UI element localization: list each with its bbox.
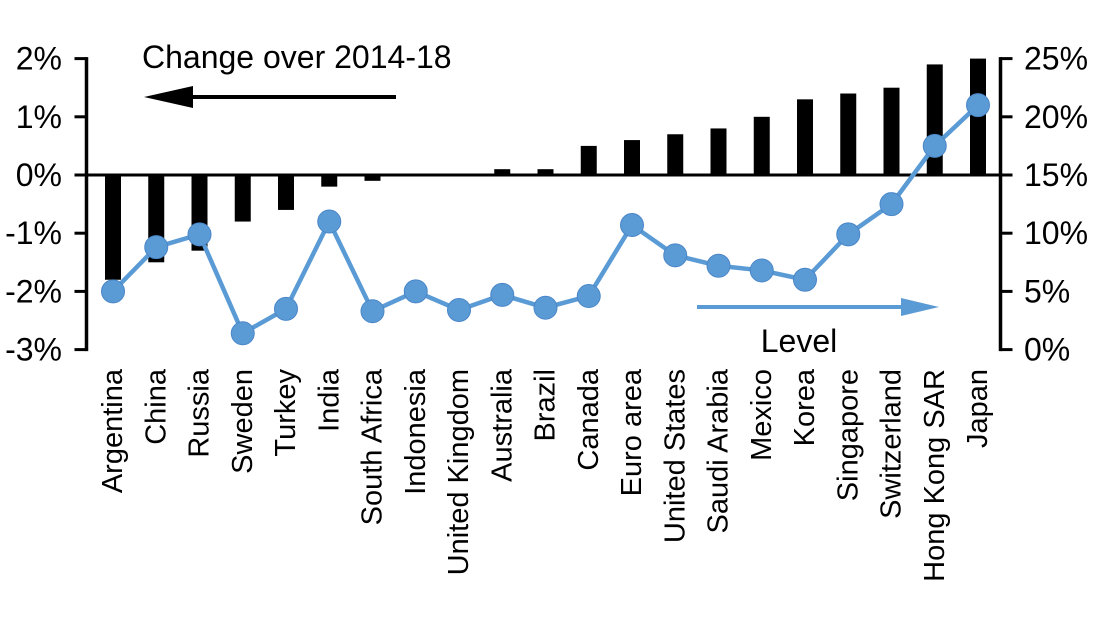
bar-canada [580,145,597,175]
bar-turkey [278,175,294,210]
category-label-singapore: Singapore [832,369,864,501]
y-axis-right-label: 20% [1024,99,1088,135]
category-label-switzerland: Switzerland [876,369,908,519]
bar-singapore [840,93,857,175]
level-marker-united-states [663,243,688,268]
y-axis-left-label: 0% [16,157,62,193]
level-marker-india [317,209,342,234]
level-marker-indonesia [403,279,428,304]
category-label-sweden: Sweden [227,369,259,474]
level-marker-argentina [101,279,125,304]
category-label-turkey: Turkey [270,369,302,457]
category-label-united-states: United States [659,369,691,543]
level-marker-turkey [274,296,298,321]
y-axis-right-label: 25% [1024,41,1088,77]
change-annotation-label: Change over 2014-18 [142,39,452,75]
y-axis-right-label: 0% [1024,332,1070,368]
level-marker-brazil [533,295,558,320]
level-annotation-label: Level [761,323,838,359]
level-marker-japan [966,93,990,118]
level-marker-mexico [749,258,774,283]
level-marker-korea [793,267,817,292]
bar-saudi-arabia [710,128,727,175]
level-marker-singapore [836,222,861,247]
category-label-mexico: Mexico [746,369,778,461]
y-axis-right-label: 15% [1024,157,1088,193]
level-marker-hong-kong-sar [922,133,947,158]
bar-korea [797,99,813,175]
category-label-india: India [313,368,345,432]
level-marker-switzerland [879,192,904,217]
y-axis-right-label: 10% [1024,215,1088,251]
level-marker-russia [187,222,212,247]
bar-hong-kong-sar [926,64,943,175]
level-marker-sweden [230,321,255,346]
bar-australia [494,169,511,175]
y-axis-left-label: -3% [5,332,62,368]
category-label-korea: Korea [789,368,821,446]
bar-switzerland [883,87,900,175]
category-label-russia: Russia [184,368,216,458]
bar-sweden [234,175,251,222]
level-marker-canada [576,284,601,309]
category-label-saudi-arabia: Saudi Arabia [703,368,735,533]
bar-india [321,175,338,187]
category-label-hong-kong-sar: Hong Kong SAR [919,369,951,582]
level-marker-saudi-arabia [706,253,731,278]
category-label-brazil: Brazil [530,369,562,442]
bar-mexico [753,116,770,175]
level-marker-australia [490,282,515,307]
category-label-canada: Canada [573,368,605,470]
category-label-china: China [140,368,172,445]
category-label-japan: Japan [962,369,994,448]
bar-euro-area [624,140,640,175]
left-arrow-icon [144,86,193,108]
y-axis-left-label: 1% [16,99,62,135]
category-label-australia: Australia [486,368,518,482]
category-label-south-africa: South Africa [357,368,389,525]
y-axis-left-label: -1% [5,215,62,251]
bar-brazil [537,169,554,175]
bar-argentina [105,175,121,280]
y-axis-left-label: -2% [5,273,62,309]
level-marker-china [144,235,169,260]
category-label-argentina: Argentina [97,368,129,493]
y-axis-right-label: 5% [1024,273,1070,309]
level-marker-south-africa [360,299,385,324]
level-marker-united-kingdom [447,298,471,323]
level-marker-euro-area [620,213,644,238]
category-label-united-kingdom: United Kingdom [443,369,475,575]
right-arrow-icon [901,298,939,316]
y-axis-left-label: 2% [16,41,62,77]
category-label-euro-area: Euro area [616,368,648,496]
bar-united-states [667,134,684,175]
category-label-indonesia: Indonesia [400,368,432,495]
bar-south-africa [364,175,381,181]
